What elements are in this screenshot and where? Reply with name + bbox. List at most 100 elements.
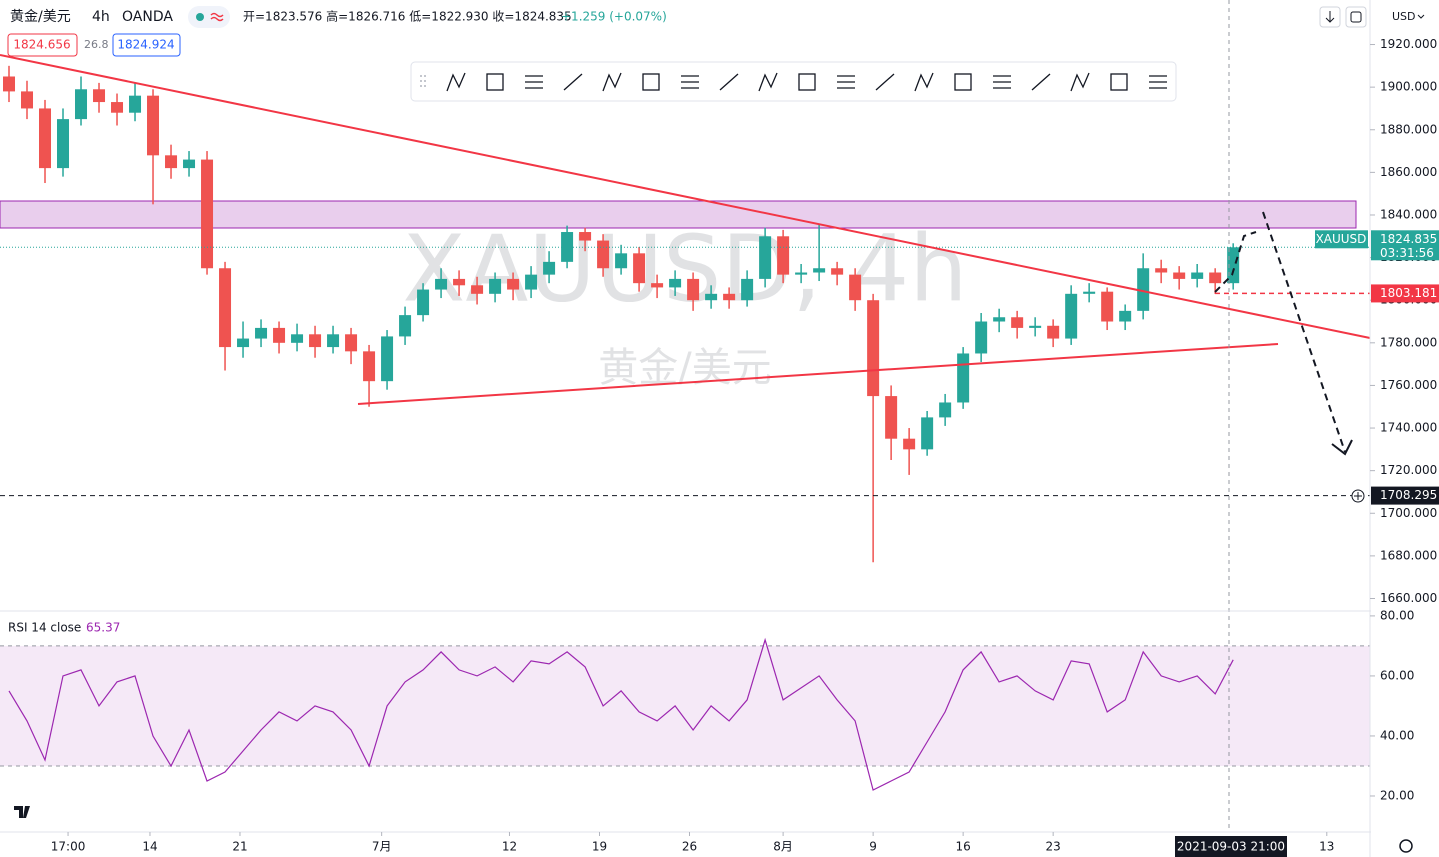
candle-body — [1191, 272, 1204, 279]
tool-icon — [954, 73, 972, 91]
plus-icon — [1354, 492, 1362, 500]
tool-icon — [563, 73, 583, 91]
price-label: 1824.835 — [1380, 232, 1437, 246]
toolbar-button[interactable] — [1110, 73, 1128, 91]
buy-button[interactable] — [112, 33, 181, 57]
toolbar-button[interactable] — [914, 72, 934, 92]
toolbar-button[interactable] — [1031, 73, 1051, 91]
currency[interactable]: USD — [1392, 10, 1416, 23]
toolbar-button[interactable] — [719, 73, 739, 91]
candle-body — [777, 236, 790, 275]
candle-body — [453, 278, 466, 286]
candle-body — [291, 334, 304, 343]
y-tick-label: 80.00 — [1380, 608, 1414, 622]
candle-body — [633, 253, 646, 284]
toolbar-button[interactable] — [993, 75, 1011, 89]
candle-body — [1029, 325, 1042, 328]
candle-body — [111, 102, 124, 113]
fullscreen-icon — [1350, 11, 1362, 23]
tool-icon — [446, 72, 466, 92]
candle-body — [867, 300, 880, 397]
toolbar-button[interactable] — [758, 72, 778, 92]
tool-icon — [681, 75, 699, 89]
toolbar-button[interactable] — [1149, 75, 1167, 89]
rsi-band — [0, 645, 1370, 766]
candle-body — [1011, 317, 1024, 328]
toolbar-button[interactable] — [1070, 72, 1090, 92]
candle-body — [759, 236, 772, 279]
candle-body — [939, 402, 952, 418]
x-tick-label: 19 — [592, 840, 607, 854]
x-tick-label: 9 — [869, 840, 877, 854]
projection-path — [1214, 231, 1257, 293]
grip-dot — [424, 85, 426, 87]
axes: 1660.000 1680.000 1700.000 1720.000 1740.000… — [8, 37, 1439, 857]
candle-body — [1101, 291, 1114, 322]
trend-line — [357, 343, 1279, 405]
y-tick-label: 1780.000 — [1380, 335, 1437, 349]
candle-body — [273, 327, 286, 343]
tool-icon — [1031, 73, 1051, 91]
price-label-bg — [1371, 284, 1439, 303]
toolbar-button[interactable] — [446, 72, 466, 92]
toolbar-button[interactable] — [681, 75, 699, 89]
candle-body — [399, 315, 412, 337]
x-tick-label: 23 — [1046, 840, 1061, 854]
trend-line — [0, 54, 1371, 339]
toolbar-button[interactable] — [954, 73, 972, 91]
y-tick-label: 1680.000 — [1380, 548, 1437, 562]
candle-body — [75, 89, 88, 120]
candle-body — [741, 278, 754, 301]
settings-icon[interactable] — [1399, 839, 1413, 853]
tool-icon — [1070, 72, 1090, 92]
x-tick-label: 13 — [1319, 840, 1334, 854]
ohlc-values: 开=1823.576 高=1826.716 低=1822.930 收=1824.… — [243, 9, 572, 24]
candle-body — [219, 268, 232, 348]
x-tick-label: 7月 — [372, 840, 392, 854]
symbol-name[interactable]: 黄金/美元 — [10, 8, 71, 25]
buy-price[interactable]: 1824.924 — [117, 38, 174, 52]
toolbar-button[interactable] — [798, 73, 816, 91]
candle-body — [849, 274, 862, 301]
tool-icon — [798, 73, 816, 91]
rsi-title: RSI 14 close — [8, 621, 81, 635]
toolbar-button[interactable] — [837, 75, 855, 89]
tool-icon — [719, 73, 739, 91]
y-tick-label: 20.00 — [1380, 788, 1414, 802]
candle-body — [1065, 293, 1078, 339]
candle-body — [363, 351, 376, 382]
x-tick-label: 8月 — [773, 840, 793, 854]
toolbar-button[interactable] — [602, 72, 622, 92]
sell-price[interactable]: 1824.656 — [13, 38, 70, 52]
sell-button[interactable] — [7, 33, 78, 57]
y-tick-label: 1760.000 — [1380, 378, 1437, 392]
status-pill[interactable] — [188, 6, 230, 28]
time-label-bg — [1175, 836, 1287, 857]
toolbar-button[interactable] — [563, 73, 583, 91]
fullscreen-button[interactable] — [1345, 6, 1367, 28]
toolbar-button[interactable] — [875, 73, 895, 91]
candle-body — [471, 285, 484, 294]
candle-body — [183, 159, 196, 169]
toolbar-button[interactable] — [642, 73, 660, 91]
candle-body — [309, 334, 322, 348]
candle-body — [957, 353, 970, 403]
x-tick-label: 14 — [142, 840, 157, 854]
candle-body — [525, 274, 538, 290]
candle-body — [831, 268, 844, 275]
y-tick-label: 1860.000 — [1380, 165, 1437, 179]
tool-icon — [602, 72, 622, 92]
toolbar-button[interactable] — [525, 75, 543, 89]
exchange: OANDA — [122, 9, 173, 25]
tool-icon — [837, 75, 855, 89]
toolbar-button[interactable] — [486, 73, 504, 91]
countdown: 03:31:56 — [1380, 246, 1434, 260]
y-tick-label: 1740.000 — [1380, 421, 1437, 435]
tool-icon — [875, 73, 895, 91]
x-tick-label: 12 — [502, 840, 517, 854]
candle-body — [687, 278, 700, 301]
candle-body — [255, 327, 268, 339]
y-tick-label: 60.00 — [1380, 668, 1414, 682]
interval[interactable]: 4h — [92, 9, 110, 25]
